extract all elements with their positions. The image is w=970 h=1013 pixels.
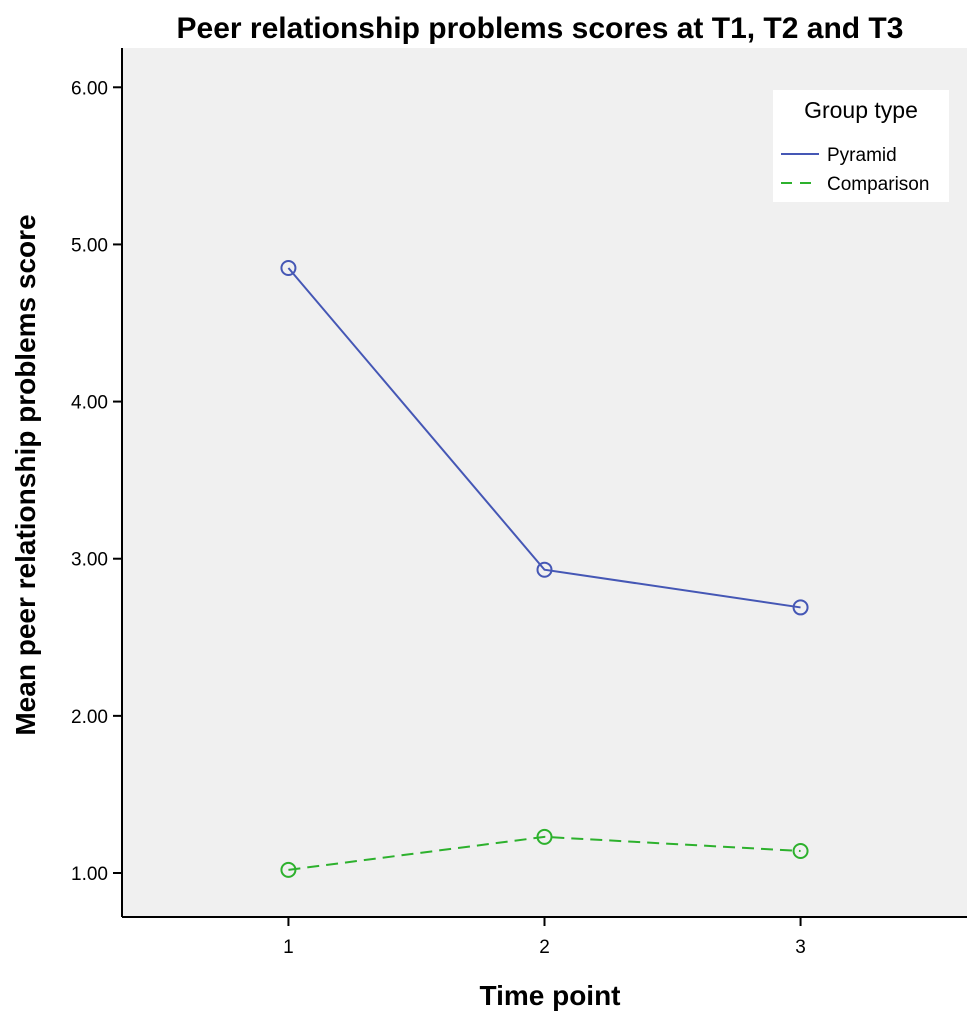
y-tick-label: 5.00 [71, 235, 108, 256]
y-tick-label: 6.00 [71, 78, 108, 99]
x-axis-ticks: 1 2 3 [283, 917, 806, 958]
data-point-pyramid [280, 260, 297, 276]
x-axis-title: Time point [479, 980, 620, 1011]
legend: Group type Pyramid Comparison [773, 90, 949, 202]
series-line-pyramid [287, 267, 801, 609]
data-point-comparison [536, 828, 553, 845]
data-point-comparison [792, 843, 809, 859]
legend-label-comparison: Comparison [827, 174, 929, 195]
data-point-pyramid [792, 599, 809, 616]
x-tick-label: 3 [795, 937, 806, 958]
legend-label-pyramid: Pyramid [827, 145, 897, 166]
x-tick-label: 1 [283, 937, 294, 958]
x-tick-label: 2 [539, 937, 550, 958]
chart-title: Peer relationship problems scores at T1,… [177, 12, 904, 45]
series-layer [280, 260, 809, 878]
y-tick-label: 3.00 [71, 550, 108, 571]
y-tick-label: 2.00 [71, 707, 108, 728]
series-line-comparison [288, 835, 801, 871]
legend-title: Group type [804, 97, 918, 123]
y-axis-title: Mean peer relationship problems score [10, 214, 41, 735]
y-axis-ticks: 1.00 2.00 3.00 4.00 5.00 6.00 [71, 78, 122, 885]
data-point-pyramid [536, 561, 553, 578]
y-tick-label: 1.00 [71, 864, 108, 885]
data-point-comparison [280, 861, 297, 878]
y-tick-label: 4.00 [71, 393, 108, 414]
